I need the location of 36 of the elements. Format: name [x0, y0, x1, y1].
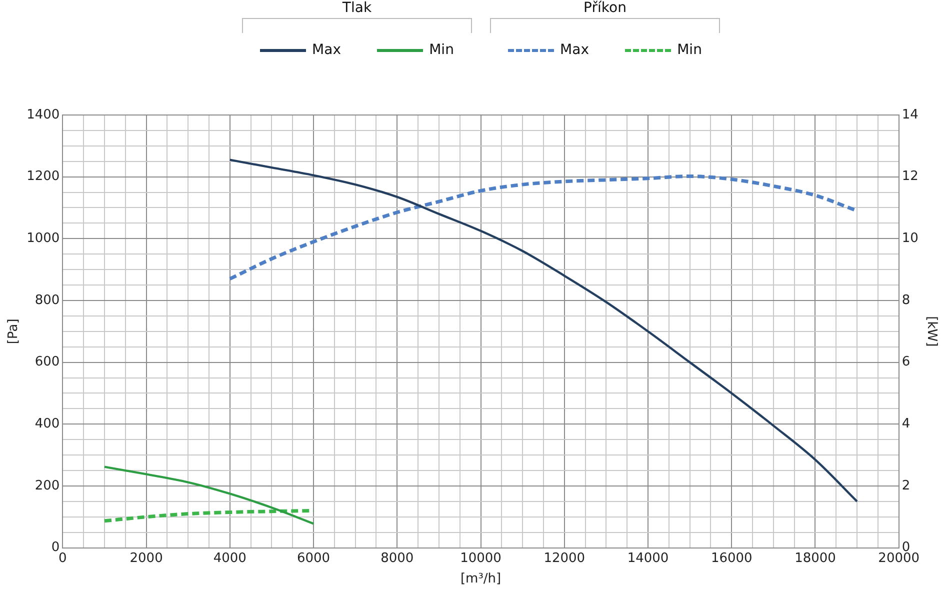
y2-tick-label: 10 [902, 231, 918, 246]
y2-axis-title: [kW] [924, 316, 939, 347]
y-tick-label: 400 [34, 416, 60, 432]
text: Příkon [582, 0, 628, 16]
x-tick-label: 18000 [794, 550, 836, 566]
line-series [228, 158, 858, 503]
x-tick-label: 16000 [710, 550, 752, 566]
y-axis-title: [Pa] [6, 318, 22, 344]
y2-tick-label: 12 [902, 169, 918, 184]
y2-tick-label: 2 [902, 478, 910, 494]
y2-tick-label: 4 [902, 416, 910, 432]
y-tick-label: 1000 [26, 231, 60, 246]
x-tick-label: 2000 [130, 550, 163, 566]
x-tick-label: 8000 [380, 550, 414, 566]
y-tick-label: 200 [34, 478, 60, 494]
legend-label: Max [560, 42, 589, 58]
y-tick-label: 1400 [26, 107, 60, 122]
legend-label: Max [312, 42, 341, 58]
x-tick-label: 4000 [213, 550, 246, 566]
x-axis-title: [m³/h] [460, 572, 502, 587]
x-tick-label: 6000 [296, 550, 330, 566]
text: Tlak [341, 0, 373, 16]
y-tick-label: 0 [51, 540, 60, 556]
y2-tick-label: 14 [902, 107, 918, 122]
y-tick-label: 600 [34, 354, 60, 370]
x-tick-label: 10000 [460, 550, 502, 566]
x-tick-label: 12000 [544, 550, 586, 566]
y2-tick-label: 6 [902, 354, 910, 370]
y2-tick-label: 8 [902, 292, 910, 308]
legend-label: Min [677, 42, 702, 58]
line-series [102, 508, 316, 523]
y-tick-label: 800 [34, 292, 60, 308]
line-series [103, 466, 315, 525]
x-tick-label: 14000 [627, 550, 669, 566]
legend-label: Min [429, 42, 454, 58]
y-tick-label: 1200 [26, 169, 60, 184]
